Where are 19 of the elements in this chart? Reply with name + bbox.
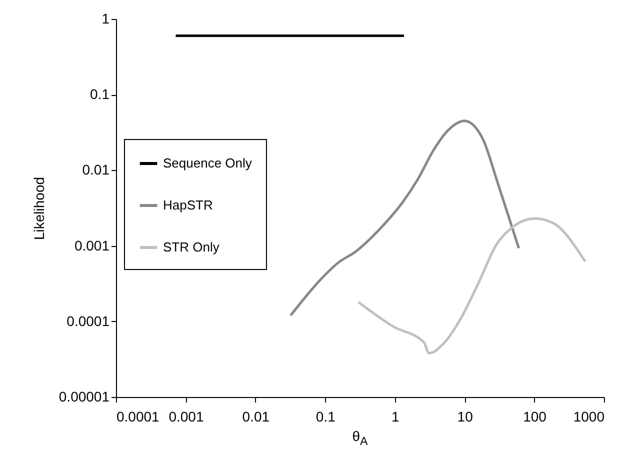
- x-tick-label: 0.01: [242, 408, 270, 424]
- legend-label: HapSTR: [163, 198, 213, 212]
- legend-label: Sequence Only: [163, 156, 252, 170]
- y-tick-label: 0.1: [90, 86, 110, 102]
- x-tick-label: 1000: [573, 408, 605, 424]
- x-axis-title: θ$_{A}$: [351, 428, 369, 448]
- y-tick-label: 0.0001: [66, 312, 110, 329]
- x-tick-label: 10: [457, 408, 474, 424]
- x-tick-label: 100: [523, 408, 547, 424]
- x-tick-label: 0.001: [168, 408, 204, 424]
- legend-label: STR Only: [163, 240, 220, 254]
- y-tick-label: 0.01: [82, 162, 110, 178]
- x-tick-label: 0.1: [316, 408, 336, 424]
- y-axis-title: Likelihood: [30, 176, 47, 240]
- x-tick-label: 0.0001: [116, 408, 160, 424]
- x-tick-label: 1: [391, 408, 400, 424]
- y-tick-label: 0.001: [74, 237, 110, 254]
- y-tick-label: 0.00001: [58, 388, 110, 404]
- y-tick-label: 1: [102, 10, 110, 26]
